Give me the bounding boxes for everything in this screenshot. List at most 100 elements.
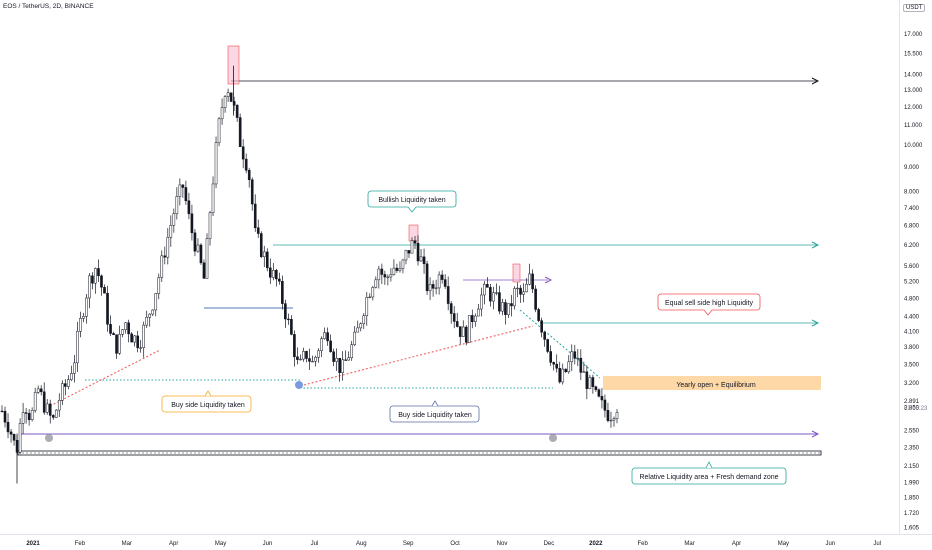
candle-body [335, 357, 338, 362]
price-tick-label: 1.990 [904, 480, 920, 486]
wick-highlight-sep[interactable] [408, 224, 419, 242]
candle-body [546, 339, 549, 352]
relative-liquidity-callout[interactable]: Relative Liquidity area + Fresh demand z… [631, 461, 787, 485]
candle-body [504, 302, 507, 315]
candle-body [45, 403, 49, 413]
candle-body [549, 351, 552, 363]
candle-body [115, 334, 118, 354]
candle-body [118, 334, 121, 354]
liquidity-marker-jan[interactable] [45, 434, 53, 442]
time-tick-label: Jun [825, 541, 835, 547]
candle-body [18, 423, 22, 453]
trendline-1[interactable] [49, 349, 161, 407]
candle-body [9, 431, 13, 435]
candle-body [582, 371, 586, 373]
trendline-2[interactable] [299, 325, 534, 387]
candle-body [464, 326, 468, 343]
candle-body [30, 410, 34, 421]
currency-label[interactable]: USDT [903, 4, 926, 12]
candle-body [534, 288, 537, 310]
candle-body [561, 368, 565, 383]
candle-body [594, 386, 598, 390]
candle-body [157, 277, 161, 294]
candle-body [269, 267, 272, 278]
wick-highlight-nov[interactable] [512, 263, 521, 283]
equal-sell-callout[interactable]: Equal sell side high Liquidity [657, 293, 761, 316]
candle-body [458, 326, 462, 337]
buy-side-callout-2-text: Buy side Liquidity taken [398, 412, 472, 419]
candle-body [250, 179, 254, 205]
candle-body [600, 396, 604, 401]
buy-side-callout-1[interactable]: Buy side Liquidity taken [161, 390, 252, 413]
candle-body [112, 333, 115, 335]
last-price-value: 2.891 [904, 399, 920, 405]
price-tick-label: 2.550 [904, 429, 920, 435]
candle-body [486, 284, 489, 288]
candle-body [612, 418, 616, 421]
candle-body [76, 331, 79, 364]
candlestick-series [0, 65, 619, 484]
price-tick-label: 8.000 [904, 190, 920, 196]
candle-body [365, 297, 369, 316]
candle-body [100, 275, 103, 288]
price-tick-label: 10.000 [904, 143, 923, 149]
candle-body [383, 274, 387, 278]
candle-body [401, 259, 405, 269]
price-tick-label: 6.200 [904, 243, 920, 249]
candle-body [392, 267, 396, 275]
candle-body [33, 392, 37, 411]
candle-body [166, 237, 170, 258]
candle-body [537, 309, 540, 321]
candle-body [404, 250, 408, 261]
candle-body [208, 212, 212, 239]
candle-body [3, 410, 7, 423]
candle-body [154, 293, 158, 311]
candle-body [163, 255, 167, 258]
candle-body [425, 263, 429, 292]
candle-body [467, 315, 471, 343]
candle-body [398, 268, 402, 271]
candle-body [97, 268, 100, 277]
candle-body [326, 332, 329, 342]
buy-side-callout-2[interactable]: Buy side Liquidity taken [389, 400, 480, 423]
candle-body [477, 308, 480, 317]
liquidity-marker-dec[interactable] [549, 434, 557, 442]
candle-body [244, 158, 248, 171]
yearly-open-zone[interactable] [603, 376, 821, 390]
price-tick-label: 13.000 [904, 88, 923, 94]
price-tick-label: 9.000 [904, 165, 920, 171]
price-tick-label: 1.605 [904, 525, 920, 531]
candle-body [256, 227, 260, 234]
candle-body [272, 270, 275, 278]
candle-body [70, 373, 73, 380]
candle-body [121, 329, 124, 335]
candle-body [302, 351, 305, 360]
candle-body [172, 213, 176, 226]
candle-body [359, 323, 363, 329]
descending-line[interactable] [519, 309, 601, 379]
candle-body [202, 262, 206, 279]
candle-body [106, 292, 109, 325]
candle-body [443, 279, 447, 287]
time-tick-label: Apr [169, 541, 178, 547]
candle-body [389, 274, 393, 278]
candle-body [6, 421, 10, 433]
candle-body [241, 146, 245, 160]
bullish-callout[interactable]: Bullish Liquidity taken [367, 190, 457, 213]
price-tick-label: 3.200 [904, 381, 920, 387]
candle-body [344, 359, 347, 361]
price-tick-label: 4.400 [904, 315, 920, 321]
candle-body [609, 419, 613, 422]
candle-body [24, 412, 28, 414]
liquidity-marker-jul[interactable] [295, 381, 303, 389]
candle-body [136, 335, 139, 349]
candle-body [42, 391, 46, 413]
candle-body [332, 351, 335, 362]
candle-body [187, 200, 191, 215]
price-tick-label: 2.350 [904, 446, 920, 452]
candle-body [410, 240, 414, 254]
candle-body [386, 276, 390, 279]
candle-body [275, 270, 278, 280]
candle-body [12, 434, 16, 441]
